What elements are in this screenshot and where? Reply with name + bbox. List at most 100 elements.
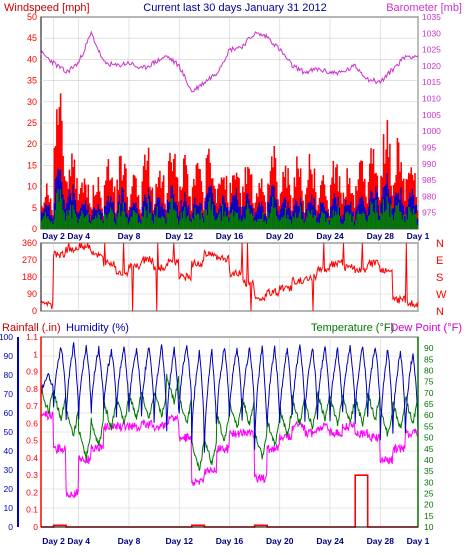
wind-low-bar [111, 210, 113, 229]
humidity-tick-label: 50 [4, 427, 14, 437]
wind-low-bar [357, 210, 360, 229]
wind-low-bar [54, 209, 57, 229]
wind-avg-bar [358, 198, 361, 229]
temperature-legend: Temperature (°F) [311, 322, 394, 334]
wind-gust-bar [322, 175, 325, 229]
wind-low-bar [145, 210, 147, 229]
wind-avg-bar [330, 206, 332, 229]
wind-low-bar [46, 217, 48, 229]
wind-gust-bar [332, 160, 335, 229]
wind-low-bar [201, 217, 204, 229]
wind-avg-bar [368, 199, 371, 229]
wind-low-bar [76, 217, 78, 229]
wind-avg-bar [318, 213, 321, 229]
wind-low-bar [53, 219, 56, 229]
wind-gust-bar [361, 160, 364, 229]
wind-low-bar [226, 215, 229, 229]
wind-low-bar [283, 215, 286, 229]
wind-gust-bar [351, 192, 353, 229]
wind-low-bar [183, 210, 185, 229]
wind-low-bar [374, 213, 376, 229]
wind-avg-bar [416, 218, 419, 229]
wind-avg-bar [293, 205, 296, 229]
wind-low-bar [340, 222, 342, 229]
wind-low-bar [392, 220, 395, 229]
wind-low-bar [51, 220, 53, 229]
wind-gust-bar [346, 168, 348, 229]
wind-avg-bar [125, 202, 127, 229]
wind-avg-bar [220, 205, 223, 229]
wind-avg-bar [313, 198, 316, 229]
wind-low-bar [232, 209, 234, 229]
wind-low-bar [120, 216, 122, 229]
wind-low-bar [299, 205, 302, 229]
wind-low-bar [117, 213, 120, 229]
wind-low-bar [279, 220, 282, 229]
wind-low-bar [115, 224, 117, 229]
wind-avg-bar [319, 202, 322, 229]
wind-low-bar [312, 217, 314, 229]
wind-avg-bar [71, 200, 73, 229]
wind-low-bar [381, 214, 384, 229]
wind-avg-bar [273, 186, 276, 229]
wind-avg-bar [392, 208, 395, 229]
wind-gust-bar [125, 168, 127, 229]
wind-gust-bar [404, 200, 406, 229]
wind-low-bar [71, 218, 73, 229]
wind-low-bar [191, 217, 194, 229]
tick-labels: 0510152025303540455097598098599099510001… [0, 12, 447, 546]
wind-low-bar [330, 218, 332, 229]
wind-gust-bar [49, 198, 52, 229]
wind-low-bar [78, 218, 81, 229]
temperature-tick-label: 50 [424, 433, 434, 443]
wind-low-bar [395, 205, 397, 229]
wind-low-bar [58, 201, 61, 229]
wind-low-bar [406, 219, 409, 229]
wind-avg-bar [342, 214, 345, 229]
wind-gust-bar [199, 169, 201, 229]
wind-low-bar [397, 202, 400, 229]
wind-low-bar [291, 223, 293, 229]
wind-gust-bar [174, 153, 176, 229]
temperature-tick-label: 70 [424, 388, 434, 398]
wind-low-bar [73, 209, 76, 229]
wind-low-bar [306, 216, 308, 229]
wind-low-bar [332, 209, 335, 229]
wind-gust-bar [64, 180, 67, 229]
wind-low-bar [175, 211, 178, 229]
wind-low-bar [250, 212, 253, 229]
rain-tick-label: 0.6 [26, 418, 38, 428]
temperature-tick-label: 45 [424, 444, 434, 454]
temperature-tick-label: 80 [424, 366, 434, 376]
wind-avg-bar [152, 214, 155, 229]
wind-avg-bar [106, 200, 108, 229]
wind-avg-bar [340, 215, 342, 229]
wind-low-bar [206, 215, 209, 229]
wind-low-bar [352, 216, 355, 229]
wind-low-bar [265, 224, 268, 229]
wind-gust-bar [71, 153, 73, 229]
wind-low-bar [302, 219, 304, 229]
wind-low-bar [303, 222, 306, 229]
wind-gust-bar [218, 183, 220, 229]
wind-low-bar [379, 220, 381, 229]
wind-low-bar [116, 217, 118, 229]
wind-low-bar [322, 213, 325, 229]
wind-avg-bar [159, 197, 161, 229]
climate-x-tick-label: Day 24 [316, 536, 344, 546]
wind-low-bar [401, 219, 404, 229]
wind-low-bar [391, 214, 394, 229]
wind-low-bar [49, 222, 52, 229]
wind-low-bar [90, 223, 92, 229]
wind-gust-bar [392, 185, 395, 229]
wind-avg-bar [268, 202, 271, 229]
temperature-tick-label: 65 [424, 399, 434, 409]
wind-low-bar [77, 223, 79, 229]
direction-series [40, 242, 419, 312]
wind-low-bar [239, 218, 242, 229]
wind-low-bar [367, 215, 370, 229]
wind-low-bar [48, 219, 51, 229]
wind-low-bar [363, 213, 366, 229]
wind-avg-bar [54, 178, 57, 229]
wind-low-bar [347, 212, 350, 229]
